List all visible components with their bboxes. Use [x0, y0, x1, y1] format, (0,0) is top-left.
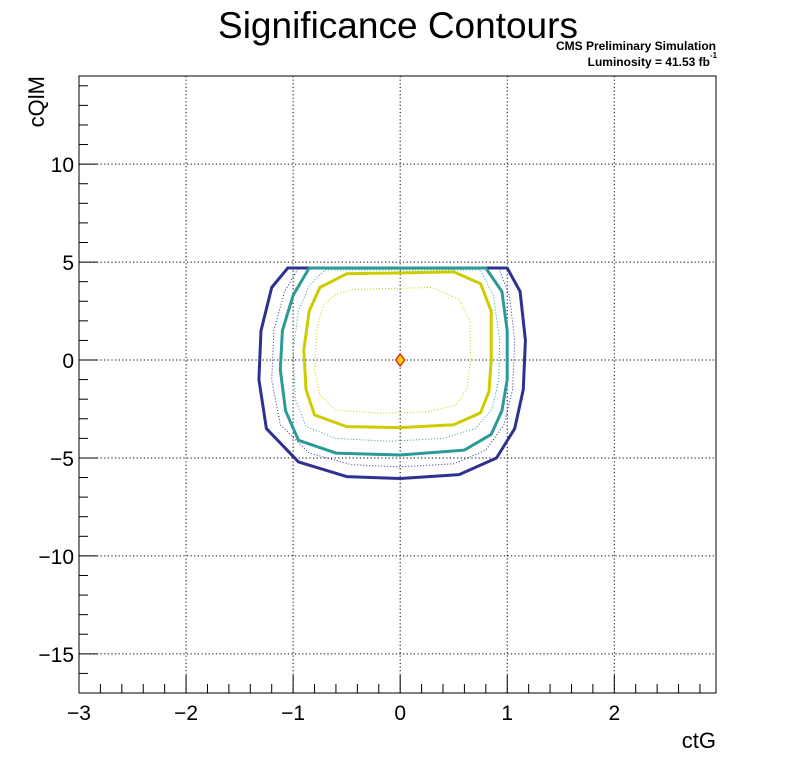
grid-lines	[79, 76, 716, 693]
y-tick-label: −15	[38, 644, 74, 667]
y-tick-label: 0	[62, 350, 74, 373]
contour-lines	[257, 266, 527, 480]
contour-yellow-dotted	[314, 287, 472, 414]
contour-outer-solid	[257, 266, 527, 480]
x-tick-label: −1	[281, 702, 305, 725]
contour-yellow-solid	[302, 270, 493, 430]
x-tick-label: 1	[501, 702, 513, 725]
contour-teal-dotted	[292, 269, 501, 442]
contour-teal-solid	[278, 266, 509, 457]
y-axis-label: cQlM	[24, 76, 49, 127]
x-tick-label: 0	[394, 702, 406, 725]
axis-ticks	[78, 85, 701, 694]
luminosity-label: Luminosity = 41.53 fb	[588, 55, 710, 69]
plot-frame	[78, 75, 717, 694]
cms-label: CMS Preliminary Simulation	[556, 39, 716, 53]
x-axis-label: ctG	[682, 728, 716, 753]
y-tick-label: 10	[51, 154, 74, 177]
y-tick-label: −10	[38, 546, 74, 569]
best-fit-marker	[394, 352, 406, 368]
chart-title: Significance Contours	[218, 5, 578, 46]
luminosity-exponent: -1	[710, 51, 718, 60]
x-tick-label: 2	[608, 702, 620, 725]
x-tick-label: −3	[67, 702, 91, 725]
x-tick-label: −2	[174, 702, 198, 725]
y-tick-label: 5	[62, 252, 74, 275]
best-fit-point	[394, 352, 406, 368]
y-tick-label: −5	[50, 448, 74, 471]
contour-navy-dotted	[271, 267, 516, 468]
